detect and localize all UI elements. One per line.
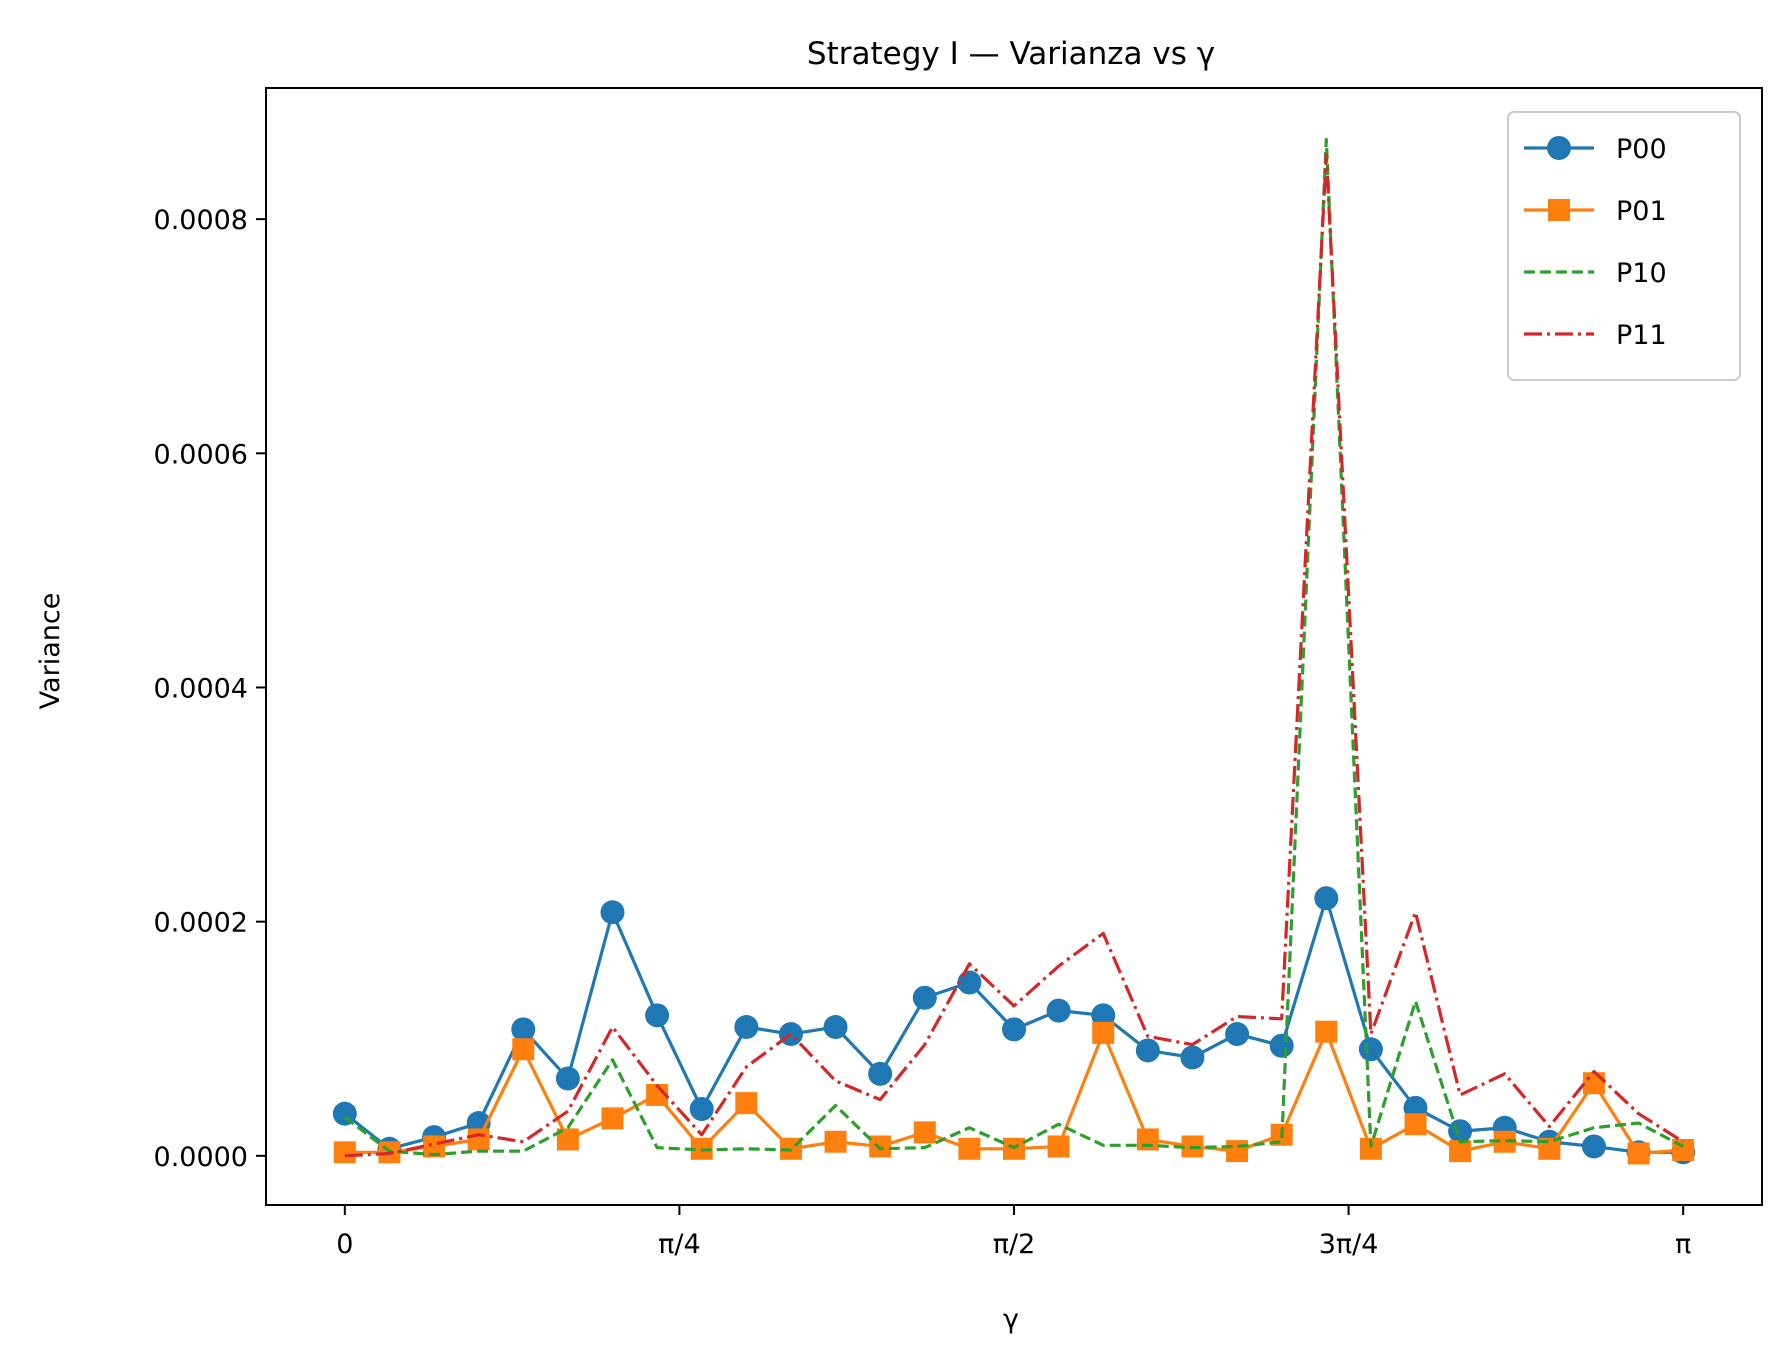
marker-p01-22	[1315, 1020, 1338, 1043]
x-tick-label-4: π	[1675, 1229, 1691, 1260]
marker-p00-12	[868, 1061, 893, 1086]
marker-p01-11	[824, 1130, 847, 1153]
marker-p01-18	[1136, 1128, 1159, 1151]
plot-area	[332, 137, 1696, 1165]
marker-p00-23	[1358, 1037, 1383, 1062]
marker-p00-8	[689, 1096, 714, 1121]
marker-p00-4	[511, 1017, 536, 1042]
marker-p01-4	[512, 1038, 535, 1061]
marker-p01-17	[1092, 1021, 1115, 1044]
marker-p00-9	[734, 1015, 759, 1040]
series-line-p10	[343, 137, 1684, 1157]
marker-p01-26	[1493, 1130, 1516, 1153]
y-axis-label: Variance	[35, 593, 66, 710]
marker-p00-7	[645, 1003, 670, 1028]
y-tick-label-2: 0.0004	[154, 673, 248, 704]
marker-p00-10	[778, 1022, 803, 1047]
marker-p01-6	[601, 1107, 624, 1130]
marker-p01-29	[1627, 1142, 1650, 1165]
y-tick-label-1: 0.0002	[154, 908, 248, 939]
marker-p01-23	[1359, 1137, 1382, 1160]
legend-label-p11: P11	[1616, 320, 1667, 351]
marker-p00-22	[1314, 886, 1339, 911]
plot-layer	[332, 137, 1696, 1165]
legend-marker-p01	[1548, 199, 1570, 221]
legend-label-p10: P10	[1616, 258, 1667, 289]
marker-p00-13	[912, 985, 937, 1010]
axes-layer: 0 π/4 π/2 3π/4 π 0.0000 0.0002 0.0004 0.0006 0.00…	[154, 87, 1763, 1260]
marker-p00-5	[555, 1066, 580, 1091]
legend-marker-p00	[1547, 136, 1571, 160]
marker-p01-25	[1449, 1140, 1472, 1163]
marker-p00-0	[332, 1101, 357, 1126]
chart-title: Strategy I — Varianza vs γ	[807, 36, 1215, 72]
marker-p00-16	[1046, 998, 1071, 1023]
marker-p00-11	[823, 1015, 848, 1040]
marker-p01-28	[1582, 1072, 1605, 1095]
marker-p01-16	[1047, 1135, 1070, 1158]
marker-p00-28	[1581, 1134, 1606, 1159]
marker-p00-17	[1091, 1003, 1116, 1028]
marker-p01-14	[958, 1137, 981, 1160]
marker-p01-0	[333, 1141, 356, 1164]
marker-p01-20	[1226, 1140, 1249, 1163]
marker-p00-18	[1135, 1038, 1160, 1063]
marker-p00-19	[1180, 1045, 1205, 1070]
marker-p01-24	[1404, 1113, 1427, 1136]
x-tick-label-0: 0	[336, 1229, 353, 1260]
series-line-p01	[344, 1030, 1684, 1156]
x-tick-label-1: π/4	[658, 1229, 701, 1260]
legend-label-p00: P00	[1616, 134, 1667, 165]
marker-p01-5	[556, 1128, 579, 1151]
x-tick-label-2: π/2	[993, 1229, 1036, 1260]
marker-p00-14	[957, 970, 982, 995]
y-tick-label-0: 0.0000	[154, 1142, 248, 1173]
y-tick-label-4: 0.0008	[154, 205, 248, 236]
marker-p01-2	[423, 1135, 446, 1158]
marker-p01-9	[735, 1092, 758, 1115]
marker-p01-12	[869, 1135, 892, 1158]
marker-p00-6	[600, 900, 625, 925]
x-axis-label: γ	[1003, 1304, 1019, 1335]
marker-p00-15	[1002, 1017, 1026, 1042]
legend-frame	[1507, 111, 1741, 381]
x-tick-label-3: 3π/4	[1319, 1229, 1379, 1260]
marker-p01-13	[913, 1121, 936, 1144]
marker-p00-21	[1269, 1033, 1294, 1058]
series-line-p11	[344, 153, 1685, 1158]
marker-p00-20	[1225, 1022, 1250, 1047]
marker-p01-3	[467, 1128, 490, 1151]
legend: P00 P01 P10 P11	[1507, 111, 1741, 381]
y-tick-label-3: 0.0006	[154, 439, 248, 470]
marker-p01-27	[1538, 1137, 1561, 1160]
legend-label-p01: P01	[1616, 196, 1667, 227]
